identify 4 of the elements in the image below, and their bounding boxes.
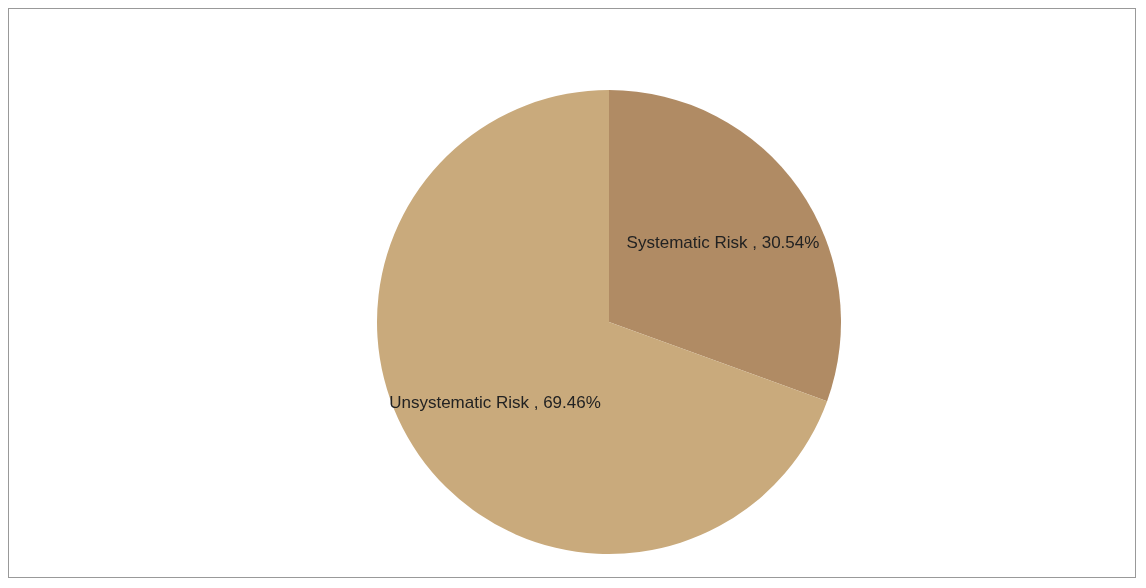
pie-slice [609,90,841,402]
pie-slice [377,90,828,554]
slice-label: Unsystematic Risk , 69.46% [389,392,601,412]
slice-label: Systematic Risk , 30.54% [626,233,820,253]
